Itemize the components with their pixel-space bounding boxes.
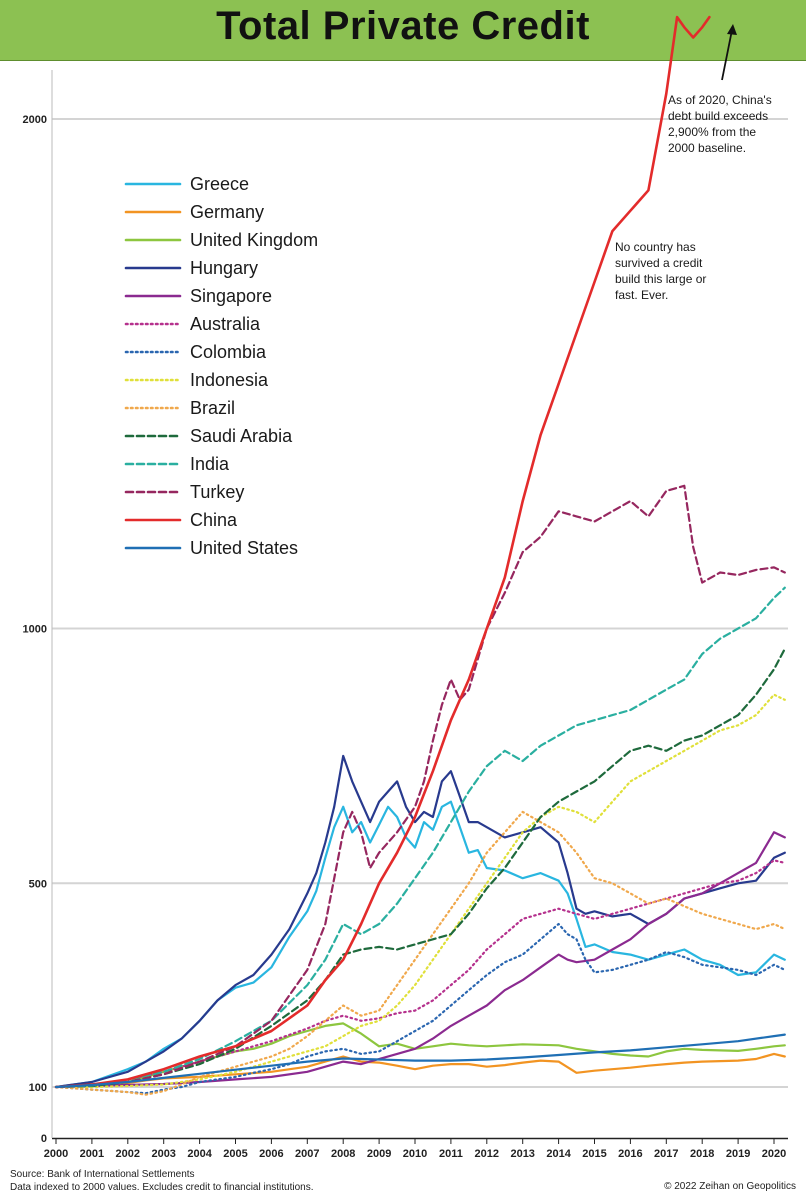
series-line-china bbox=[54, 15, 711, 1089]
y-tick-2000: 2000 bbox=[23, 114, 47, 126]
x-tick-2015: 2015 bbox=[582, 1148, 606, 1160]
title-bar: Total Private Credit bbox=[0, 0, 806, 61]
x-tick-2000: 2000 bbox=[44, 1148, 68, 1160]
legend: Greece Germany United Kingdom Hungary Singap… bbox=[124, 174, 318, 558]
x-tick-2012: 2012 bbox=[475, 1148, 499, 1160]
x-tick-2001: 2001 bbox=[80, 1148, 104, 1160]
series-line-singapore bbox=[54, 831, 786, 1089]
x-tick-2005: 2005 bbox=[223, 1148, 247, 1160]
annotation-arrow bbox=[721, 29, 733, 81]
annotation-survival-line-3: fast. Ever. bbox=[615, 288, 668, 302]
series-line-brazil bbox=[54, 810, 786, 1096]
x-tick-2007: 2007 bbox=[295, 1148, 319, 1160]
x-tick-2004: 2004 bbox=[187, 1148, 212, 1160]
y-tick-1000: 1000 bbox=[23, 624, 47, 636]
legend-label-colombia: Colombia bbox=[190, 342, 267, 362]
source-note: Source: Bank of International Settlement… bbox=[10, 1168, 314, 1194]
x-tick-2020: 2020 bbox=[762, 1148, 786, 1160]
x-tick-2003: 2003 bbox=[151, 1148, 175, 1160]
series-line-saudi-arabia bbox=[54, 647, 786, 1089]
x-tick-2008: 2008 bbox=[331, 1148, 355, 1160]
series-line-india bbox=[54, 586, 786, 1089]
legend-label-hungary: Hungary bbox=[190, 258, 258, 278]
y-tick-0: 0 bbox=[41, 1133, 47, 1145]
annotation-arrowhead bbox=[727, 24, 737, 35]
annotation-china-line-2: 2,900% from the bbox=[668, 125, 756, 139]
legend-label-united-states: United States bbox=[190, 538, 298, 558]
series-line-germany bbox=[54, 1052, 786, 1089]
annotation-china-line-1: debt build exceeds bbox=[668, 109, 768, 123]
annotation-china-line-0: As of 2020, China's bbox=[668, 93, 772, 107]
series-line-australia bbox=[54, 859, 786, 1089]
x-tick-2014: 2014 bbox=[546, 1148, 571, 1160]
copyright-text: © 2022 Zeihan on Geopolitics bbox=[664, 1181, 796, 1192]
legend-label-turkey: Turkey bbox=[190, 482, 244, 502]
x-tick-2009: 2009 bbox=[367, 1148, 391, 1160]
x-tick-2018: 2018 bbox=[690, 1148, 714, 1160]
series-line-hungary bbox=[54, 754, 786, 1089]
data-note-text: Data indexed to 2000 values. Excludes cr… bbox=[10, 1182, 314, 1193]
legend-label-australia: Australia bbox=[190, 314, 261, 334]
x-tick-2006: 2006 bbox=[259, 1148, 283, 1160]
series-line-united-states bbox=[54, 1033, 786, 1089]
series-line-colombia bbox=[54, 922, 786, 1095]
series-line-indonesia bbox=[54, 693, 786, 1089]
legend-label-saudi-arabia: Saudi Arabia bbox=[190, 426, 293, 446]
legend-label-germany: Germany bbox=[190, 202, 264, 222]
legend-label-singapore: Singapore bbox=[190, 286, 272, 306]
x-tick-2010: 2010 bbox=[403, 1148, 427, 1160]
series-lines bbox=[54, 15, 786, 1096]
legend-label-india: India bbox=[190, 454, 230, 474]
legend-label-brazil: Brazil bbox=[190, 398, 235, 418]
annotation-survival-line-1: survived a credit bbox=[615, 256, 703, 270]
line-chart: 0 100 500 1000 2000 2000 2001 2002 2003 2004 2005… bbox=[23, 15, 788, 1160]
y-axis: 0 100 500 1000 2000 bbox=[23, 114, 47, 1145]
annotation-survival-line-0: No country has bbox=[615, 240, 696, 254]
source-text: Source: Bank of International Settlement… bbox=[10, 1169, 195, 1180]
x-tick-2002: 2002 bbox=[116, 1148, 140, 1160]
y-tick-500: 500 bbox=[29, 878, 47, 890]
x-axis: 2000 2001 2002 2003 2004 2005 2006 2007 2008 2009… bbox=[44, 70, 788, 1160]
legend-label-indonesia: Indonesia bbox=[190, 370, 269, 390]
annotation-survival-line-2: build this large or bbox=[615, 272, 706, 286]
annotations: As of 2020, China's debt build exceeds 2,9… bbox=[615, 24, 772, 302]
x-tick-2016: 2016 bbox=[618, 1148, 642, 1160]
series-line-greece bbox=[54, 800, 786, 1089]
x-tick-2013: 2013 bbox=[510, 1148, 534, 1160]
annotation-china-line-3: 2000 baseline. bbox=[668, 141, 746, 155]
x-tick-2011: 2011 bbox=[439, 1148, 463, 1160]
legend-label-china: China bbox=[190, 510, 238, 530]
chart-title: Total Private Credit bbox=[216, 4, 590, 48]
x-tick-2017: 2017 bbox=[654, 1148, 678, 1160]
y-tick-100: 100 bbox=[29, 1082, 47, 1094]
legend-label-greece: Greece bbox=[190, 174, 249, 194]
legend-label-united-kingdom: United Kingdom bbox=[190, 230, 318, 250]
series-line-turkey bbox=[54, 484, 786, 1089]
x-tick-2019: 2019 bbox=[726, 1148, 750, 1160]
